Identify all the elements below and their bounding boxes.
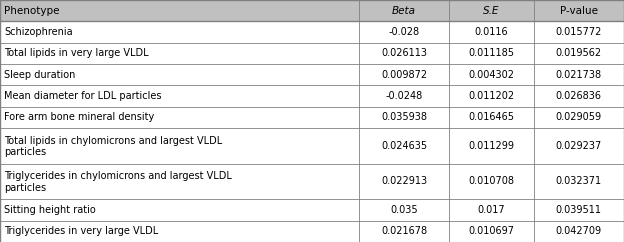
Text: 0.011202: 0.011202	[469, 91, 514, 101]
Text: particles: particles	[4, 183, 46, 193]
Text: 0.021738: 0.021738	[556, 70, 602, 80]
Text: Fore arm bone mineral density: Fore arm bone mineral density	[4, 113, 154, 122]
Text: 0.004302: 0.004302	[469, 70, 514, 80]
Text: S.E: S.E	[483, 6, 500, 16]
Text: 0.011185: 0.011185	[469, 48, 514, 58]
Text: Total lipids in chylomicrons and largest VLDL: Total lipids in chylomicrons and largest…	[4, 136, 222, 146]
Text: 0.032371: 0.032371	[556, 176, 602, 187]
Bar	[0, 64, 624, 85]
Text: particles: particles	[4, 147, 46, 157]
Bar	[0, 85, 624, 107]
Text: Beta: Beta	[392, 6, 416, 16]
Bar	[0, 164, 624, 199]
Text: Triglycerides in very large VLDL: Triglycerides in very large VLDL	[4, 226, 158, 236]
Text: 0.017: 0.017	[477, 205, 505, 215]
Text: -0.0248: -0.0248	[386, 91, 422, 101]
Text: Total lipids in very large VLDL: Total lipids in very large VLDL	[4, 48, 149, 58]
Text: 0.035: 0.035	[390, 205, 418, 215]
Text: 0.029059: 0.029059	[556, 113, 602, 122]
Text: 0.026836: 0.026836	[556, 91, 602, 101]
Text: 0.019562: 0.019562	[556, 48, 602, 58]
Text: 0.009872: 0.009872	[381, 70, 427, 80]
Text: Sleep duration: Sleep duration	[4, 70, 76, 80]
Text: 0.026113: 0.026113	[381, 48, 427, 58]
Text: -0.028: -0.028	[389, 27, 419, 37]
Text: 0.021678: 0.021678	[381, 226, 427, 236]
Text: Triglycerides in chylomicrons and largest VLDL: Triglycerides in chylomicrons and larges…	[4, 171, 232, 181]
Text: 0.024635: 0.024635	[381, 141, 427, 151]
Text: Mean diameter for LDL particles: Mean diameter for LDL particles	[4, 91, 162, 101]
Text: Sitting height ratio: Sitting height ratio	[4, 205, 95, 215]
Text: Phenotype: Phenotype	[4, 6, 59, 16]
Bar	[0, 128, 624, 164]
Text: 0.016465: 0.016465	[469, 113, 514, 122]
Bar	[0, 43, 624, 64]
Text: 0.010708: 0.010708	[469, 176, 514, 187]
Text: Schizophrenia: Schizophrenia	[4, 27, 72, 37]
Bar	[0, 107, 624, 128]
Text: 0.042709: 0.042709	[556, 226, 602, 236]
Bar	[0, 221, 624, 242]
Bar	[0, 21, 624, 43]
Text: 0.029237: 0.029237	[555, 141, 602, 151]
Text: 0.035938: 0.035938	[381, 113, 427, 122]
Bar	[0, 0, 624, 21]
Text: 0.015772: 0.015772	[555, 27, 602, 37]
Text: P-value: P-value	[560, 6, 598, 16]
Text: 0.0116: 0.0116	[475, 27, 508, 37]
Text: 0.010697: 0.010697	[469, 226, 514, 236]
Text: 0.039511: 0.039511	[556, 205, 602, 215]
Text: 0.011299: 0.011299	[469, 141, 514, 151]
Bar	[0, 199, 624, 221]
Text: 0.022913: 0.022913	[381, 176, 427, 187]
